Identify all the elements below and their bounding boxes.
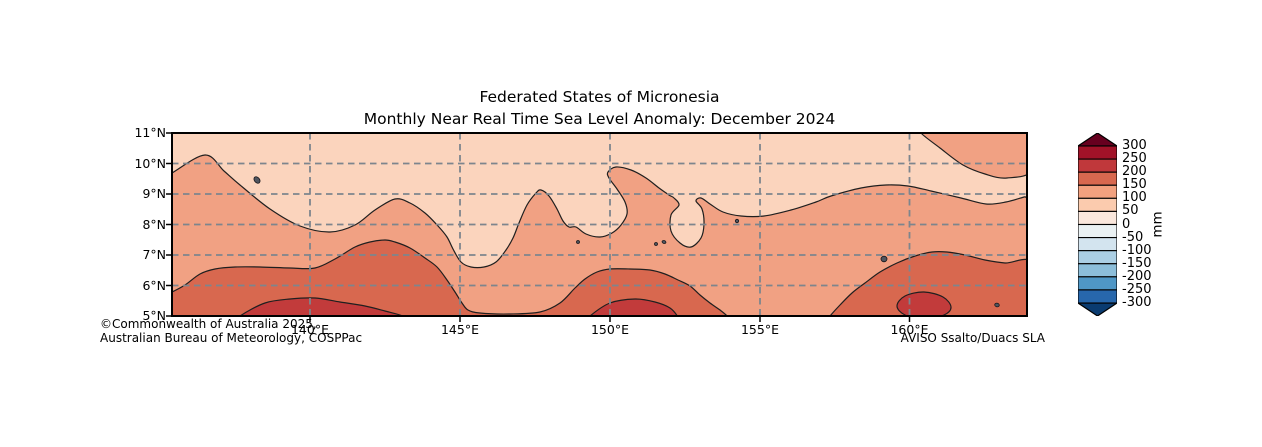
colorbar-band <box>1078 171 1117 186</box>
copyright-line1: ©Commonwealth of Australia 2025, <box>100 317 317 331</box>
colorbar-tick-label: -300 <box>1122 295 1152 310</box>
y-tick-label: 8°N <box>142 216 166 232</box>
colorbar-tick-label: 50 <box>1122 203 1139 219</box>
colorbar-band <box>1078 145 1117 160</box>
island-dot <box>661 240 667 244</box>
colorbar-band <box>1078 210 1117 226</box>
island-dot <box>576 240 580 244</box>
colorbar-tick-label: 200 <box>1122 164 1147 180</box>
colorbar-band <box>1078 250 1117 265</box>
colorbar-tick-label: -50 <box>1122 229 1144 245</box>
map-border <box>171 132 1028 317</box>
contour-region-light-band-50-100 <box>172 133 1027 269</box>
contour-regions <box>172 133 1027 316</box>
chart-title-line2: Monthly Near Real Time Sea Level Anomaly… <box>363 110 836 128</box>
contour-region-midred-southwest-150-200 <box>172 239 728 316</box>
chart-title-line1: Federated States of Micronesia <box>479 88 720 106</box>
axis-ticks <box>166 132 911 322</box>
colorbar-band <box>1078 289 1117 304</box>
colorbar-band <box>1078 237 1117 252</box>
colorbar-band <box>1078 276 1117 291</box>
colorbar-band <box>1078 184 1117 199</box>
colorbar-band <box>1078 158 1117 173</box>
colorbar-tick-label: -150 <box>1122 255 1152 271</box>
colorbar <box>1078 133 1117 316</box>
colorbar-tick-label: 250 <box>1122 151 1147 167</box>
x-tick-label: 155°E <box>740 322 779 337</box>
colorbar-tick-label: 0 <box>1122 216 1131 232</box>
x-tick-label: 160°E <box>890 322 929 337</box>
contour-region-dark-southeast-oval-200-250 <box>896 291 952 316</box>
contour-region-dark-southcenter-200-250 <box>589 298 679 316</box>
island-dot <box>994 302 1000 308</box>
y-tick-label: 5°N <box>142 308 166 323</box>
x-tick-label: 145°E <box>440 322 479 337</box>
copyright-line2: Australian Bureau of Meteorology, COSPPa… <box>100 331 363 345</box>
contour-region-salmon-northeast-corner-100-150 <box>920 133 1027 179</box>
y-tick-label: 7°N <box>142 247 166 262</box>
colorbar-tick-label: -250 <box>1122 281 1152 297</box>
x-tick-label: 150°E <box>590 322 629 337</box>
y-tick-label: 9°N <box>142 186 166 201</box>
y-tick-label: 10°N <box>134 155 166 171</box>
island-dot <box>253 176 261 184</box>
colorbar-tick-label: -200 <box>1122 268 1152 284</box>
colorbar-tick-label: 300 <box>1122 138 1147 153</box>
sea-level-anomaly-map <box>166 132 1028 322</box>
colorbar-tick-label: 150 <box>1122 177 1147 193</box>
x-tick-label: 140°E <box>290 322 329 337</box>
island-markers <box>253 176 1000 308</box>
colorbar-band <box>1078 223 1117 239</box>
map-gridlines <box>172 133 1027 316</box>
island-dot <box>734 218 740 224</box>
island-dot <box>654 242 658 246</box>
data-source-attribution: AVISO Ssalto/Duacs SLA <box>900 331 1045 345</box>
y-tick-label: 11°N <box>134 125 166 140</box>
colorbar-tick-label: 100 <box>1122 190 1147 206</box>
colorbar-tick-label: -100 <box>1122 242 1152 258</box>
contour-region-midred-southeast-150-200 <box>829 250 1027 316</box>
colorbar-unit-label: mm <box>1149 211 1166 238</box>
colorbar-band <box>1078 197 1117 212</box>
contour-region-dark-southwest-200-250 <box>239 297 405 316</box>
island-dot <box>880 255 888 263</box>
colorbar-band <box>1078 263 1117 278</box>
y-tick-label: 6°N <box>142 277 166 293</box>
